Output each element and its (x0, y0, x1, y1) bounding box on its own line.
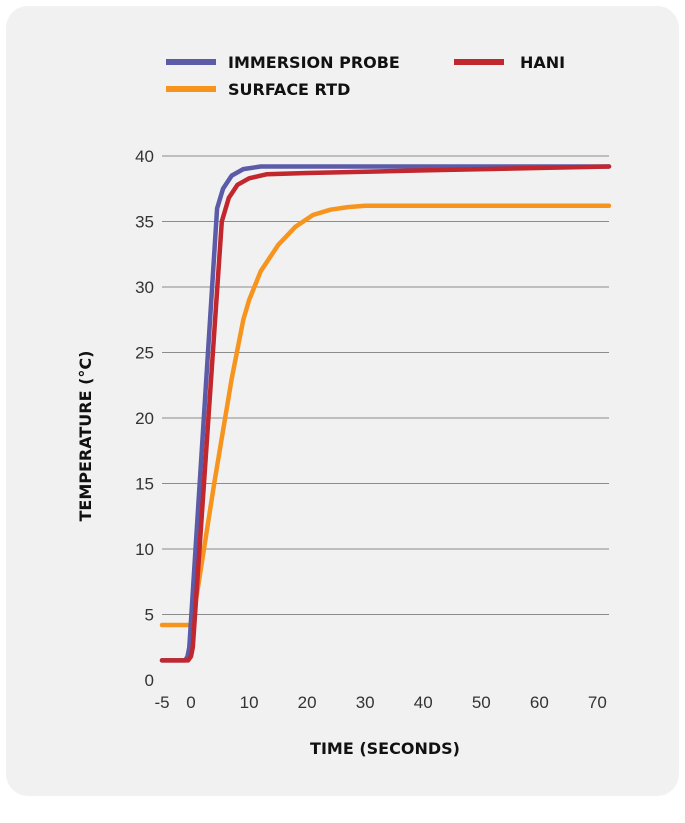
y-tick-label: 35 (135, 213, 154, 232)
x-tick-label: 50 (472, 693, 491, 712)
x-tick-label: 30 (356, 693, 375, 712)
y-tick-label: 15 (135, 475, 154, 494)
y-tick-label: 0 (145, 671, 154, 690)
x-tick-labels: -5 0 10 20 30 40 50 60 70 (154, 693, 606, 712)
chart-card: 0 5 10 15 20 25 30 35 40 -5 0 10 20 30 40 50 60 70 IMMER… (6, 6, 679, 796)
x-tick-label: 40 (414, 693, 433, 712)
y-axis-title: TEMPERATURE (°C) (76, 351, 95, 522)
series-line-surface-rtd (159, 203, 612, 628)
legend-label-immersion-probe: IMMERSION PROBE (228, 53, 400, 72)
legend-label-surface-rtd: SURFACE RTD (228, 80, 350, 99)
x-tick-label: -5 (154, 693, 169, 712)
legend: IMMERSION PROBE HANI SURFACE RTD (166, 53, 565, 99)
x-tick-label: 70 (588, 693, 607, 712)
y-tick-label: 25 (135, 344, 154, 363)
x-tick-label: 20 (298, 693, 317, 712)
y-tick-label: 20 (135, 409, 154, 428)
x-tick-label: 0 (186, 693, 195, 712)
x-tick-label: 10 (240, 693, 259, 712)
x-tick-label: 60 (530, 693, 549, 712)
legend-label-hani: HANI (520, 53, 565, 72)
y-tick-label: 40 (135, 147, 154, 166)
y-tick-label: 5 (145, 606, 154, 625)
y-tick-label: 30 (135, 278, 154, 297)
y-tick-label: 10 (135, 540, 154, 559)
x-axis-title: TIME (SECONDS) (310, 739, 460, 758)
series-line-immersion-probe (159, 164, 612, 663)
series-lines (159, 164, 612, 663)
y-tick-labels: 0 5 10 15 20 25 30 35 40 (135, 147, 154, 690)
series-line-hani (159, 164, 612, 663)
